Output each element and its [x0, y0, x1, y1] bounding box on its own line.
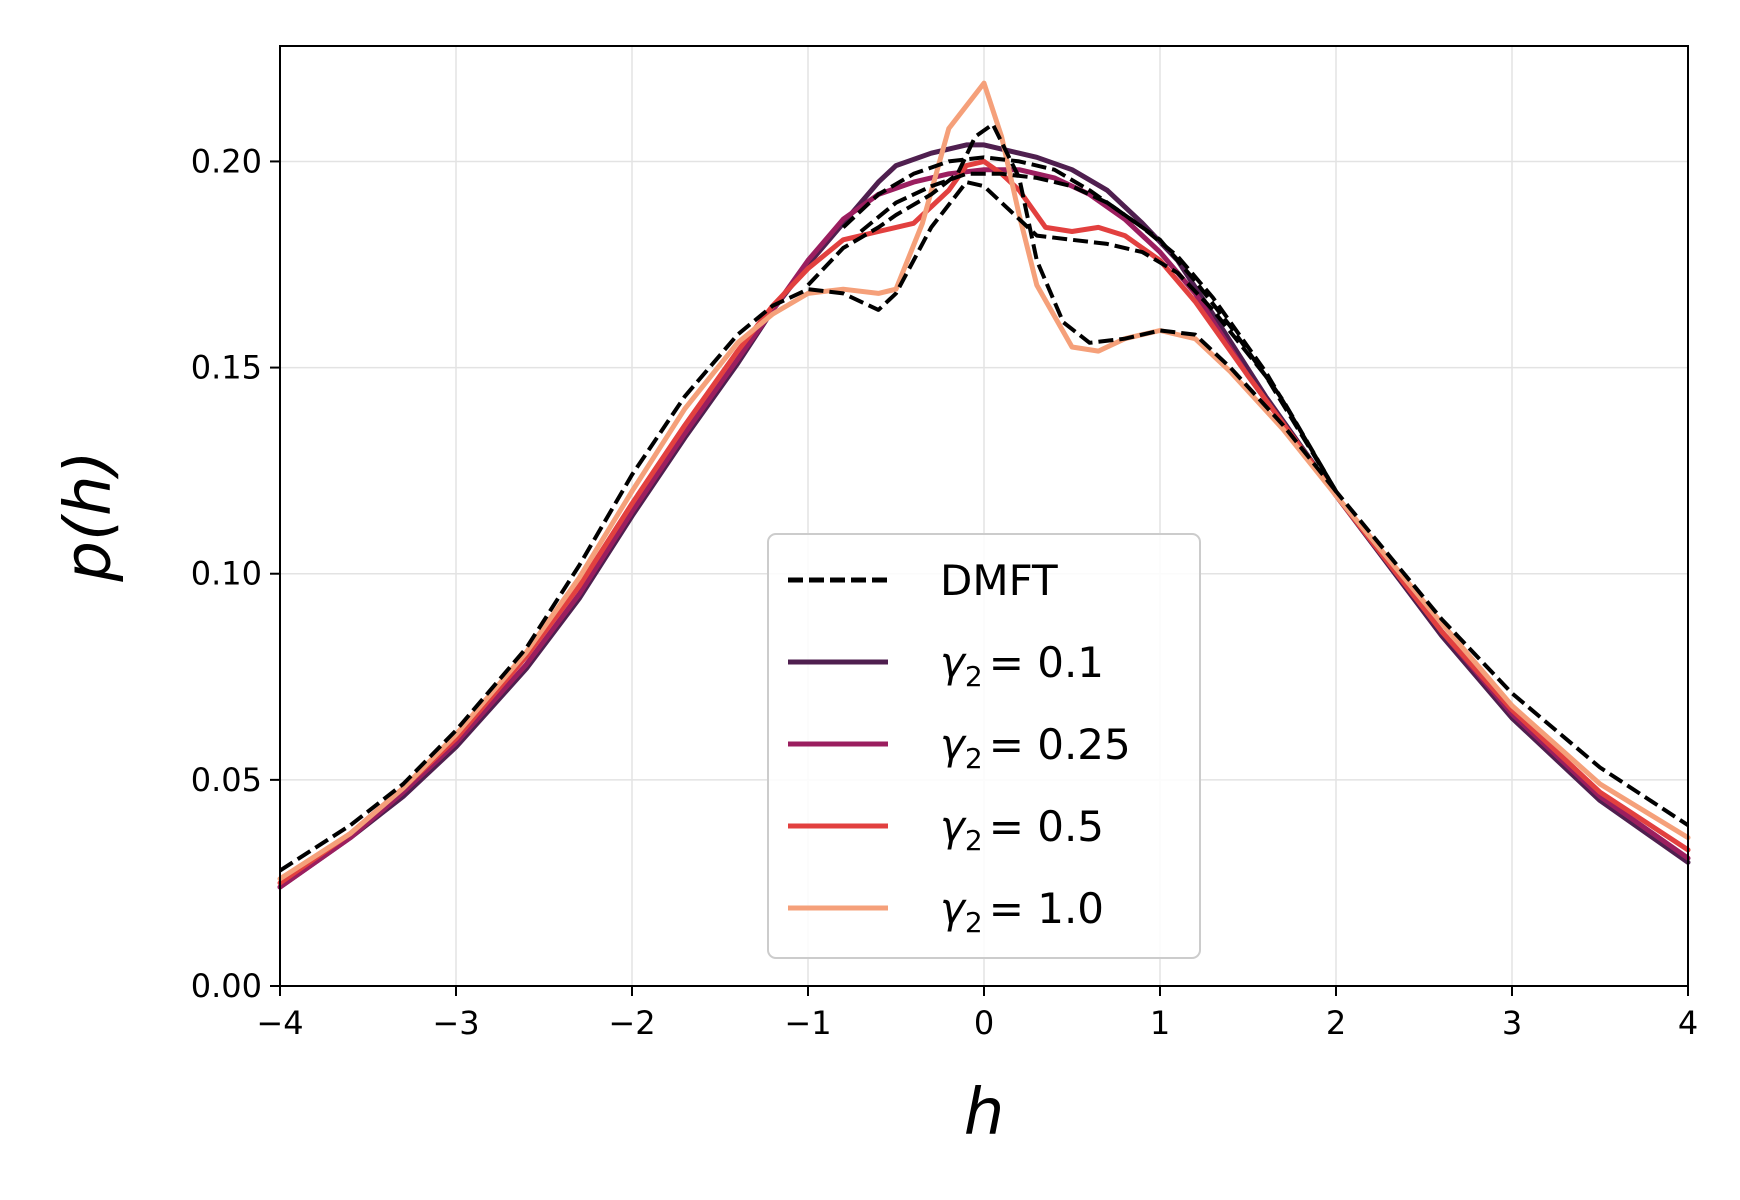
x-tick-label: −1	[784, 1004, 831, 1042]
ticks: −4 −3 −2 −1 0 1 2 3 4 0.00 0.05 0.10 0.15 0.20	[191, 142, 1698, 1042]
x-axis-title: h	[964, 1076, 1005, 1150]
legend-label: DMFT	[940, 556, 1058, 605]
series-line-5	[806, 122, 1338, 493]
x-tick-label: 4	[1678, 1004, 1698, 1042]
y-tick-label: 0.10	[191, 555, 262, 593]
x-tick-label: −2	[608, 1004, 655, 1042]
legend-label: γ2 = 0.25	[940, 720, 1131, 775]
legend-box	[767, 533, 1201, 959]
legend: DMFT γ2 = 0.1 γ2 = 0.25 γ2 = 0.5 γ2 = 1.0	[767, 533, 1201, 959]
x-tick-label: 0	[974, 1004, 994, 1042]
y-axis-title: p(h)	[52, 450, 126, 582]
x-tick-label: −3	[432, 1004, 479, 1042]
legend-label: γ2 = 0.5	[940, 802, 1104, 857]
y-tick-label: 0.15	[191, 349, 262, 387]
y-tick-label: 0.05	[191, 761, 262, 799]
series-line-7	[841, 155, 1338, 493]
y-tick-label: 0.00	[191, 967, 262, 1005]
series-line-2	[277, 158, 1691, 886]
legend-label: γ2 = 1.0	[940, 884, 1104, 939]
x-tick-label: 3	[1502, 1004, 1522, 1042]
legend-label: γ2 = 0.1	[940, 638, 1104, 693]
series-line-6	[859, 171, 1338, 493]
x-tick-label: 1	[1150, 1004, 1170, 1042]
x-tick-label: 2	[1326, 1004, 1346, 1042]
series-layer	[277, 80, 1691, 890]
series-line-4	[278, 180, 1690, 873]
y-tick-label: 0.20	[191, 142, 262, 180]
x-tick-label: −4	[256, 1004, 303, 1042]
series-line-3	[277, 80, 1691, 882]
